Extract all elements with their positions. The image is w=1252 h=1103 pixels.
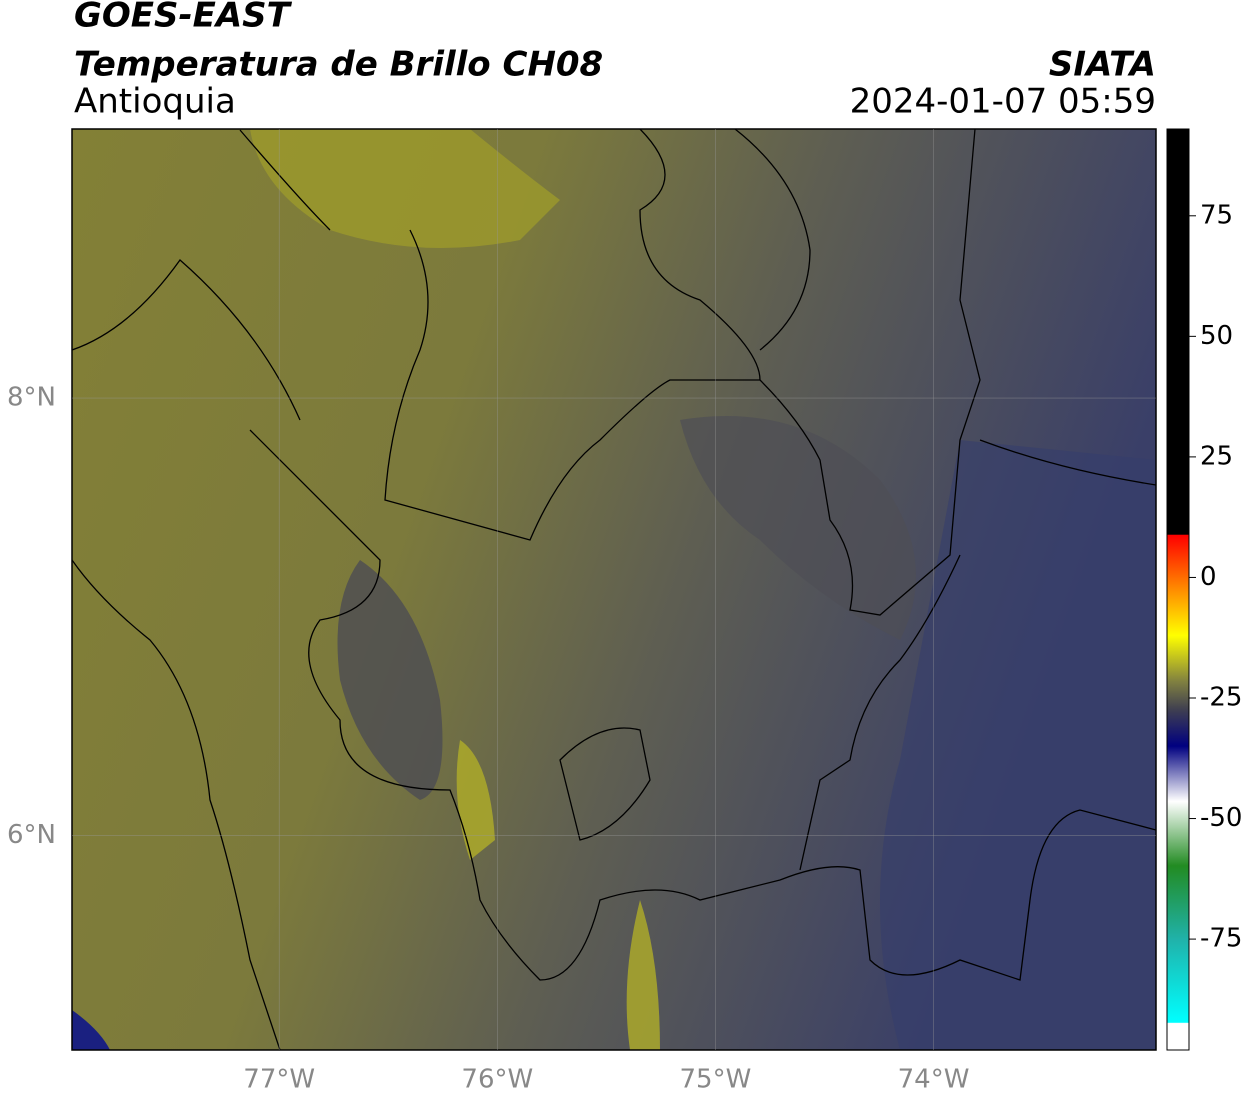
y-tick-label: 8°N (7, 383, 56, 413)
colorbar-tick-label: 25 (1200, 441, 1233, 471)
datetime: 2024-01-07 05:59 (850, 82, 1156, 122)
colorbar-tick-label: -25 (1200, 682, 1242, 712)
colorbar (1166, 128, 1190, 1051)
region: Antioquia (74, 82, 236, 122)
y-tick-label: 6°N (7, 820, 56, 850)
subtitle: Temperatura de Brillo CH08 (74, 45, 603, 85)
map-frame (71, 128, 1157, 1051)
colorbar-tick-label: -75 (1200, 924, 1242, 954)
x-tick-label: 77°W (243, 1065, 315, 1095)
title: GOES-EAST (74, 0, 293, 36)
colorbar-tick-label: 75 (1200, 200, 1233, 230)
colorbar-tick-label: -50 (1200, 803, 1242, 833)
colorbar-tick-label: 50 (1200, 321, 1233, 351)
x-tick-label: 74°W (898, 1065, 970, 1095)
map-image (72, 129, 1156, 1050)
colorbar-tick-label: 0 (1200, 562, 1217, 592)
x-tick-label: 76°W (461, 1065, 533, 1095)
source: SIATA (1049, 45, 1156, 85)
x-tick-label: 75°W (680, 1065, 752, 1095)
